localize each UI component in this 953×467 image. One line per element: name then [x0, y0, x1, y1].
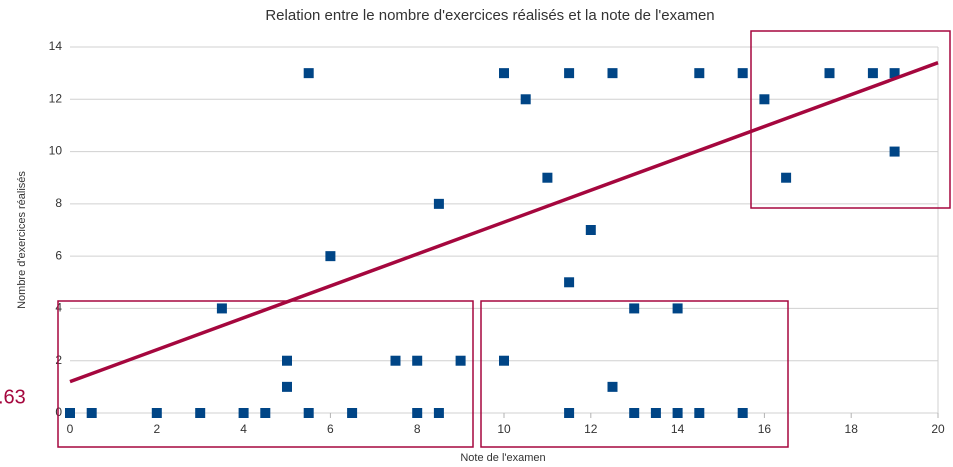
point: [759, 94, 770, 105]
point: [542, 172, 553, 183]
point: [195, 408, 206, 418]
point: [86, 408, 97, 418]
point: [282, 381, 292, 392]
point: [455, 355, 466, 366]
x-tick-label: 18: [845, 422, 859, 436]
point: [867, 68, 878, 79]
point: [607, 381, 618, 392]
point: [412, 355, 423, 366]
point: [412, 408, 423, 418]
point: [889, 68, 900, 79]
point: [889, 146, 900, 157]
point: [694, 408, 705, 418]
x-tick-label: 10: [497, 422, 511, 436]
point: [303, 408, 314, 418]
y-axis-label: Nombre d'exercices réalisés: [16, 171, 28, 309]
point: [499, 355, 509, 366]
x-axis-label: Note de l'examen: [460, 452, 545, 464]
point: [629, 303, 640, 314]
highlight-box: [57, 300, 474, 448]
y-tick-label: 0: [55, 405, 62, 419]
point: [499, 68, 509, 79]
point: [737, 68, 748, 79]
point: [520, 94, 531, 105]
y-tick-label: 6: [55, 248, 62, 262]
point: [325, 251, 336, 262]
y-tick-label: 4: [55, 301, 62, 315]
x-tick-label: 8: [414, 422, 421, 436]
x-tick-label: 4: [240, 422, 247, 436]
x-tick-label: 20: [931, 422, 945, 436]
y-tick-label: 12: [49, 91, 63, 105]
trendline: [69, 61, 939, 384]
point: [433, 408, 444, 418]
point: [672, 408, 683, 418]
y-tick-label: 10: [49, 144, 63, 158]
point: [629, 408, 640, 418]
point: [672, 303, 683, 314]
y-tick-label: 2: [55, 353, 62, 367]
point: [650, 408, 661, 418]
point: [303, 68, 314, 79]
point: [564, 408, 575, 418]
y-tick-label: 8: [55, 196, 62, 210]
x-tick-label: 16: [758, 422, 772, 436]
marks: [65, 61, 939, 418]
point: [347, 408, 358, 418]
point: [564, 68, 575, 79]
point: [282, 355, 292, 366]
y-tick-label: 14: [49, 39, 63, 53]
point: [433, 198, 444, 209]
highlight-box: [750, 30, 951, 209]
chart-title: Relation entre le nombre d'exercices réa…: [265, 7, 714, 24]
x-tick-label: 2: [153, 422, 160, 436]
point: [65, 408, 75, 418]
x-tick-label: 12: [584, 422, 598, 436]
highlight-box: [480, 300, 789, 448]
point: [260, 408, 271, 418]
point: [824, 68, 835, 79]
point: [151, 408, 162, 418]
x-tick-label: 14: [671, 422, 685, 436]
point: [694, 68, 705, 79]
grid: 0 2 4 6 8 10 12 14 0 2 4 6 8 10 12 14 16 18 20: [49, 39, 945, 436]
point: [216, 303, 227, 314]
point: [781, 172, 792, 183]
point: [564, 277, 575, 288]
point: [737, 408, 748, 418]
annotation: .63: [0, 386, 26, 408]
point: [238, 408, 249, 418]
x-tick-label: 0: [67, 422, 74, 436]
x-tick-label: 6: [327, 422, 334, 436]
point: [607, 68, 618, 79]
point: [585, 225, 596, 235]
point: [390, 355, 401, 366]
